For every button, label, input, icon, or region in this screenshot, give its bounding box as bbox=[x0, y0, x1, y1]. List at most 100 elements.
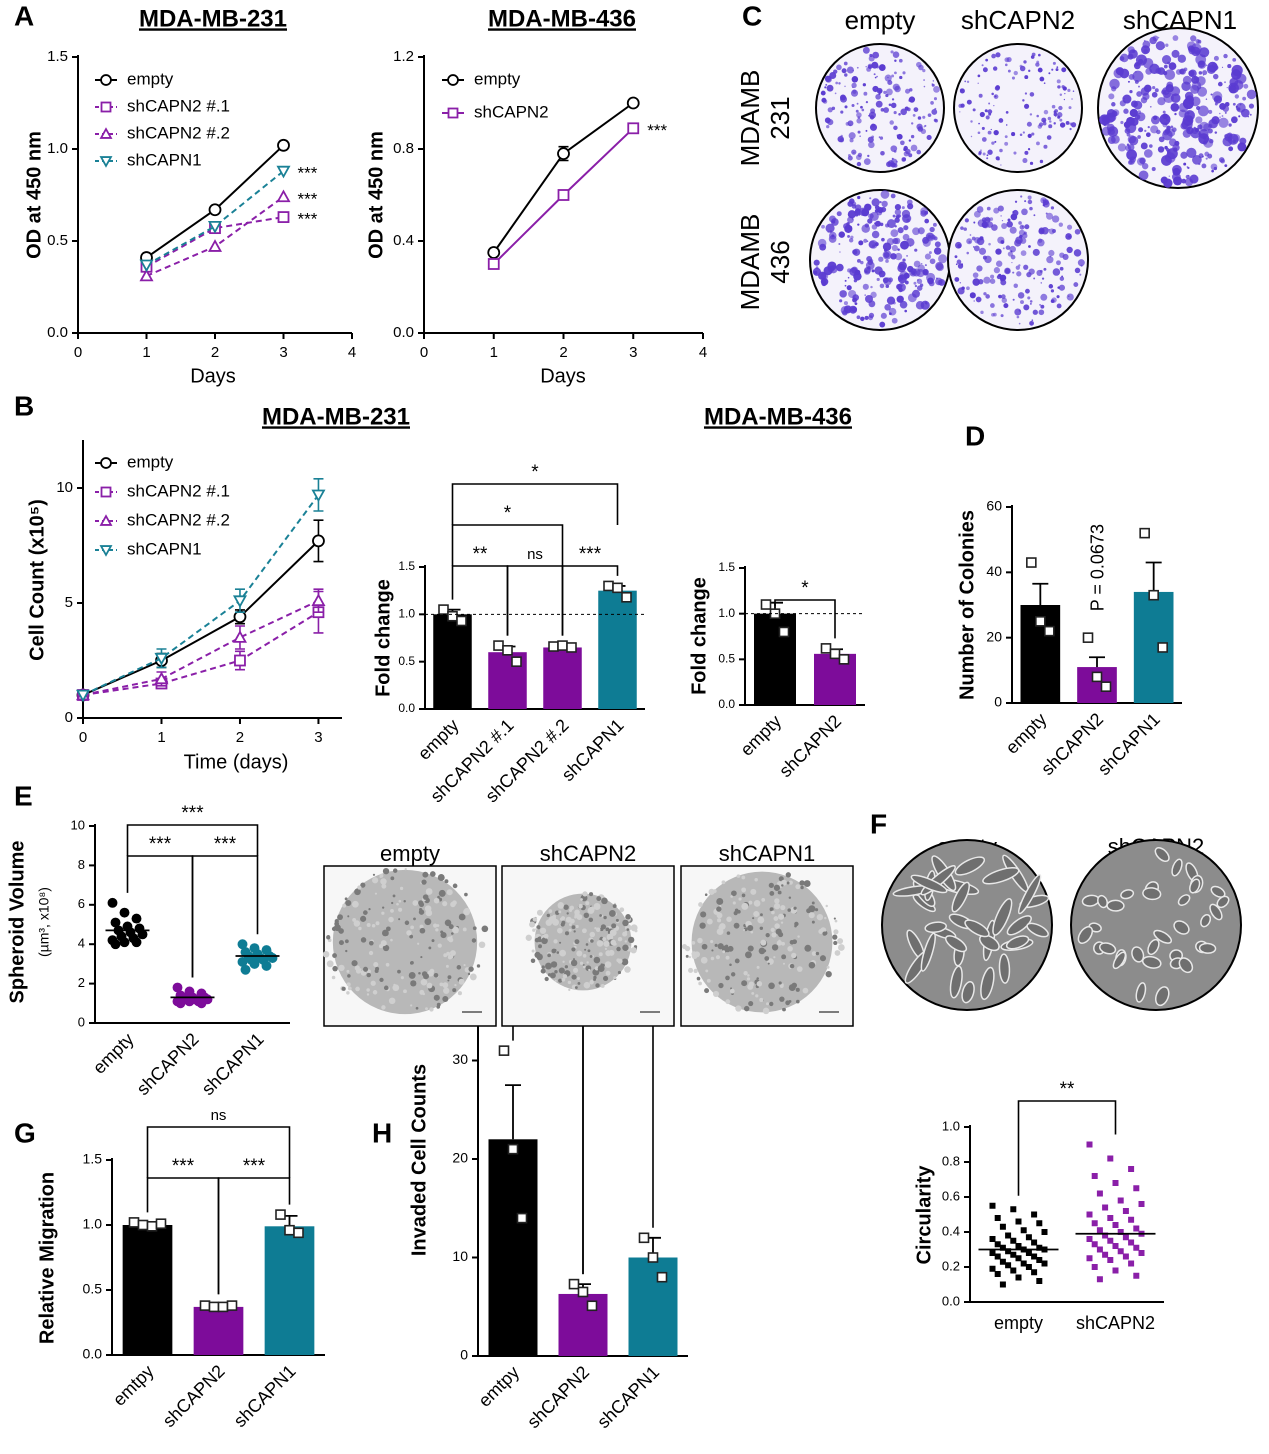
spheroid-texture bbox=[794, 924, 797, 928]
chart-title: MDA-MB-436 bbox=[488, 5, 636, 32]
spheroid-texture bbox=[804, 944, 812, 952]
colony bbox=[881, 237, 885, 242]
colony bbox=[1207, 153, 1213, 159]
data-point bbox=[1091, 1173, 1098, 1179]
spheroid-texture bbox=[437, 895, 440, 899]
spheroid-texture bbox=[779, 996, 785, 1002]
colony bbox=[1043, 267, 1047, 271]
colony bbox=[1025, 288, 1030, 294]
data-point bbox=[989, 1236, 996, 1242]
data-point bbox=[1122, 1208, 1129, 1214]
colony bbox=[960, 103, 965, 108]
colony bbox=[913, 107, 919, 112]
colony bbox=[1128, 73, 1135, 80]
colony bbox=[1006, 221, 1013, 228]
colony bbox=[1219, 112, 1221, 115]
spheroid-texture bbox=[605, 927, 610, 932]
spheroid-texture bbox=[558, 967, 565, 974]
data-point bbox=[196, 998, 207, 1009]
colony bbox=[853, 152, 855, 154]
marker bbox=[276, 165, 291, 179]
spheroid-texture bbox=[554, 970, 558, 974]
colony bbox=[1007, 218, 1011, 222]
colony bbox=[929, 258, 936, 265]
spheroid-texture bbox=[458, 913, 466, 921]
spheroid-texture bbox=[539, 927, 547, 934]
spheroid-texture bbox=[608, 949, 615, 956]
data-point bbox=[1086, 1211, 1093, 1218]
colony bbox=[863, 91, 868, 96]
spheroid-texture bbox=[530, 958, 536, 964]
y-tick-label: 1.0 bbox=[47, 140, 68, 157]
cell bbox=[992, 898, 1013, 936]
spheroid-texture bbox=[347, 974, 351, 978]
spheroid-texture bbox=[622, 931, 628, 937]
colony bbox=[1046, 212, 1054, 220]
spheroid-texture bbox=[765, 933, 770, 938]
colony bbox=[878, 136, 881, 138]
colony bbox=[1237, 142, 1247, 152]
colony bbox=[1073, 282, 1079, 287]
colony bbox=[892, 214, 896, 218]
spheroid-texture bbox=[795, 999, 800, 1004]
colony bbox=[966, 286, 970, 291]
colony bbox=[868, 55, 875, 62]
data-point bbox=[1117, 1229, 1124, 1235]
colony bbox=[1190, 128, 1201, 139]
spheroid-texture bbox=[563, 904, 569, 910]
spheroid-texture bbox=[383, 985, 389, 991]
colony bbox=[910, 144, 918, 152]
spheroid-texture bbox=[596, 896, 602, 902]
colony bbox=[911, 122, 914, 125]
colony bbox=[1185, 174, 1190, 179]
spheroid-texture bbox=[777, 913, 785, 920]
spheroid-texture bbox=[451, 932, 454, 935]
panel-letter: A bbox=[14, 0, 34, 31]
colony bbox=[964, 80, 967, 83]
colony bbox=[1242, 96, 1247, 101]
spheroid-texture bbox=[612, 904, 617, 909]
colony bbox=[917, 116, 922, 120]
spheroid-texture bbox=[362, 966, 369, 972]
image-column-label: shCAPN2 bbox=[961, 5, 1075, 35]
colony bbox=[907, 203, 914, 210]
spheroid-texture bbox=[368, 940, 374, 946]
spheroid-texture bbox=[385, 962, 390, 967]
colony bbox=[1061, 67, 1067, 73]
x-tick-label: 1 bbox=[142, 344, 150, 361]
colony bbox=[1009, 245, 1016, 253]
spheroid-texture bbox=[780, 905, 786, 911]
colony bbox=[1004, 141, 1009, 146]
y-tick-label: 0.8 bbox=[942, 1153, 960, 1168]
spheroid-texture bbox=[802, 987, 809, 994]
colony bbox=[916, 61, 922, 68]
colony bbox=[966, 99, 972, 105]
x-tick-label: 0 bbox=[74, 344, 82, 361]
spheroid-texture bbox=[550, 961, 558, 968]
colony bbox=[906, 218, 910, 223]
colony bbox=[1224, 164, 1228, 168]
colony bbox=[1013, 70, 1018, 76]
colony bbox=[1136, 91, 1142, 97]
marker bbox=[276, 189, 291, 203]
spheroid-texture bbox=[725, 999, 731, 1005]
bar bbox=[433, 614, 472, 709]
colony bbox=[1228, 123, 1232, 127]
colony bbox=[1016, 315, 1020, 319]
colony bbox=[1213, 55, 1219, 61]
colony bbox=[975, 296, 982, 303]
spheroid-texture bbox=[567, 980, 572, 985]
significance-label: *** bbox=[172, 1156, 195, 1177]
y-tick-label: 0.5 bbox=[398, 654, 415, 668]
spheroid-texture bbox=[622, 944, 629, 951]
series-line bbox=[82, 611, 319, 696]
colony bbox=[1048, 124, 1053, 129]
cell bbox=[1018, 874, 1042, 915]
colony bbox=[868, 141, 875, 149]
spheroid-texture bbox=[544, 976, 549, 982]
spheroid-texture bbox=[596, 940, 604, 947]
colony bbox=[1079, 273, 1082, 276]
spheroid-texture bbox=[375, 921, 380, 926]
spheroid-texture bbox=[748, 1001, 754, 1007]
y-tick-label: 0.0 bbox=[47, 324, 68, 341]
